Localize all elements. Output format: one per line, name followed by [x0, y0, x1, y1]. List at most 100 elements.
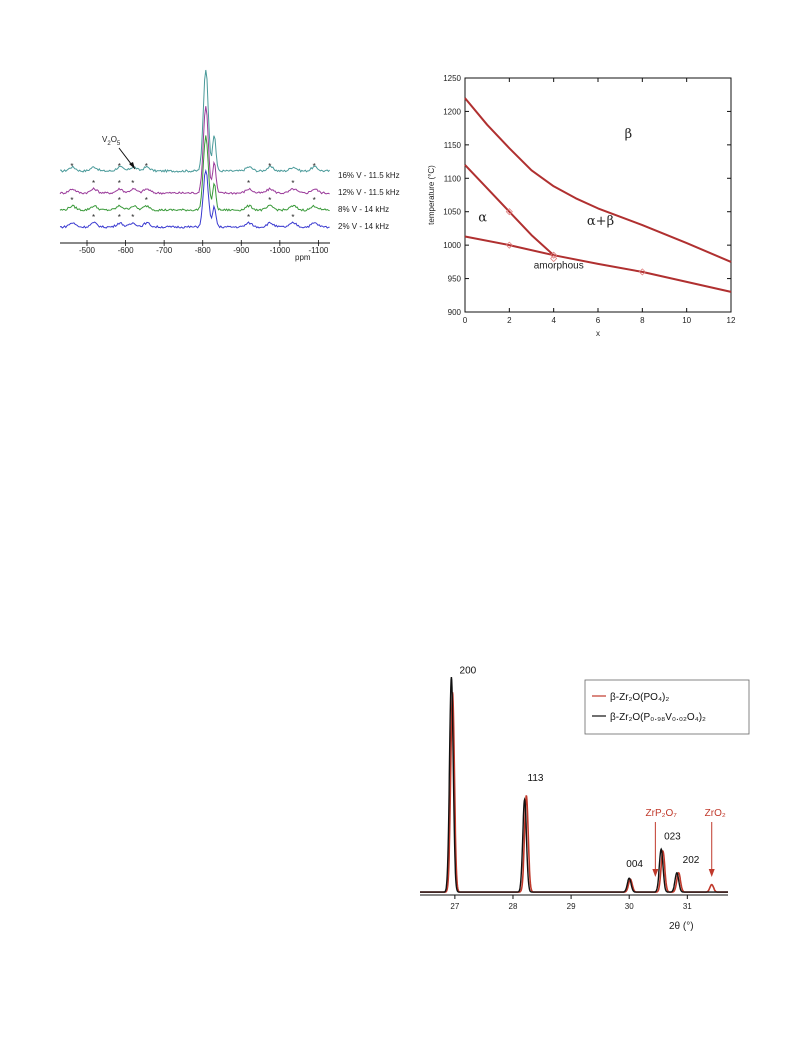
nmr-sideband-star: *	[268, 196, 271, 205]
phase-region-label: amorphous	[534, 261, 584, 272]
nmr-sideband-star: *	[131, 179, 134, 188]
xrd-peak-label: 004	[626, 859, 643, 870]
phase-data-point	[505, 241, 513, 249]
phase-diagram-chart: 0 2 4 6 8 10 12900950100010501100115012001250 …	[427, 74, 736, 338]
phase-y-tick-label: 1200	[443, 107, 461, 116]
nmr-sideband-star: *	[70, 196, 73, 205]
phase-x-tick-label: 4	[551, 316, 556, 325]
phase-x-tick-label: 12	[727, 316, 736, 325]
nmr-sideband-star: *	[118, 179, 121, 188]
phase-plot-frame	[464, 77, 732, 313]
nmr-sideband-star: *	[131, 213, 134, 222]
xrd-x-axis: 27 28 29 30 31	[420, 894, 728, 911]
nmr-series-label: 8% V - 14 kHz	[338, 205, 389, 214]
nmr-trace-2	[59, 135, 330, 212]
nmr-tick-label: -600	[118, 246, 135, 255]
phase-region-label: β	[625, 127, 633, 142]
nmr-sideband-star: *	[247, 213, 250, 222]
nmr-sideband-star: *	[145, 162, 148, 171]
nmr-spectra-chart: * * * * * * * * * * * * * * * * * * * * -500 -600 -700 -800 -90…	[59, 69, 400, 262]
phase-data-point	[550, 254, 558, 263]
phase-x-tick-label: 6	[596, 316, 601, 325]
xrd-peak-label: 113	[528, 773, 544, 784]
phase-data-points	[505, 208, 646, 276]
phase-region-label: α+β	[587, 214, 614, 229]
nmr-x-label: ppm	[295, 253, 311, 262]
xrd-x-label: 2θ (°)	[669, 921, 694, 932]
xrd-tick-label: 29	[567, 902, 576, 911]
nmr-sideband-star: *	[145, 196, 148, 205]
phase-region-labels: β α+β α amorphous	[478, 127, 632, 271]
nmr-sideband-star: *	[313, 196, 316, 205]
nmr-sideband-star: *	[92, 179, 95, 188]
nmr-tick-label: -500	[79, 246, 96, 255]
nmr-tick-label: -900	[233, 246, 250, 255]
phase-region-label: α	[478, 211, 487, 226]
xrd-impurity-label: ZrO₂	[705, 808, 726, 819]
phase-boundary-2	[464, 235, 732, 293]
xrd-trace-1	[420, 677, 728, 893]
phase-y-label: temperature (°C)	[427, 165, 436, 225]
xrd-legend-label: β-Zr₂O(PO₄)₂	[610, 692, 669, 703]
phase-boundary-0	[464, 97, 732, 263]
xrd-pattern-chart: 27 28 29 30 31 200 113 004 023 202 ZrP₂O₇ ZrO₂ β-…	[420, 666, 750, 932]
phase-x-tick-label: 10	[682, 316, 691, 325]
xrd-peak-labels: 200 113 004 023 202	[460, 666, 700, 871]
nmr-tick-label: -700	[156, 246, 173, 255]
nmr-sideband-star: *	[291, 179, 294, 188]
nmr-series-label: 12% V - 11.5 kHz	[338, 188, 400, 197]
nmr-sideband-star: *	[118, 196, 121, 205]
nmr-sideband-star: *	[92, 213, 95, 222]
xrd-impurity-label: ZrP₂O₇	[646, 808, 678, 819]
phase-boundary-1	[464, 164, 555, 256]
phase-y-tick-label: 1050	[443, 208, 461, 217]
phase-data-point	[550, 251, 558, 259]
phase-axes: 0 2 4 6 8 10 12 900 950 1000 1050 1100 1150 1200 1250	[443, 74, 736, 325]
nmr-sideband-star: *	[247, 179, 250, 188]
xrd-traces	[420, 677, 728, 893]
xrd-tick-label: 30	[625, 902, 634, 911]
nmr-sideband-star: *	[70, 162, 73, 171]
nmr-x-axis: -500 -600 -700 -800 -900 -1000 -1100	[60, 240, 330, 255]
nmr-trace-1	[59, 106, 330, 195]
nmr-series-label: 16% V - 11.5 kHz	[338, 171, 400, 180]
xrd-legend: β-Zr₂O(PO₄)₂ β-Zr₂O(P₀.₉₈V₀.₀₂O₄)₂	[584, 679, 750, 735]
phase-y-tick-label: 1100	[444, 174, 462, 183]
xrd-peak-label: 202	[683, 855, 700, 866]
xrd-peak-label: 200	[460, 666, 477, 677]
nmr-sideband-markers: * * * * * * * * * * * * * * * * * * * *	[70, 162, 315, 222]
nmr-series-label: 2% V - 14 kHz	[338, 222, 389, 231]
phase-y-tick-label: 1250	[443, 74, 461, 83]
phase-y-tick-label: 1150	[444, 141, 462, 150]
phase-y-tick-label: 900	[448, 308, 462, 317]
phase-x-tick-label: 8	[640, 316, 645, 325]
nmr-v2o5-annotation: V2O5	[102, 135, 121, 147]
nmr-traces	[59, 69, 330, 229]
nmr-trace-0	[60, 69, 330, 174]
xrd-tick-label: 27	[450, 902, 459, 911]
phase-data-point	[505, 208, 513, 216]
xrd-tick-label: 31	[683, 902, 692, 911]
nmr-tick-label: -1100	[308, 246, 328, 255]
nmr-series-labels: 16% V - 11.5 kHz 12% V - 11.5 kHz 8% V - 1…	[338, 171, 400, 231]
nmr-sideband-star: *	[118, 162, 121, 171]
xrd-tick-label: 28	[509, 902, 518, 911]
xrd-impurity-arrowhead	[652, 869, 659, 877]
xrd-peak-label: 023	[664, 831, 681, 842]
phase-data-point	[638, 268, 646, 276]
nmr-sideband-star: *	[313, 162, 316, 171]
phase-y-tick-label: 950	[448, 275, 462, 284]
nmr-v2o5-arrowhead	[129, 162, 135, 169]
phase-x-label: x	[596, 329, 600, 338]
phase-x-tick-label: 2	[507, 316, 512, 325]
xrd-legend-label: β-Zr₂O(P₀.₉₈V₀.₀₂O₄)₂	[610, 712, 706, 723]
nmr-sideband-star: *	[268, 162, 271, 171]
nmr-sideband-star: *	[118, 213, 121, 222]
nmr-tick-label: -1000	[270, 246, 291, 255]
xrd-impurity-arrowhead	[708, 869, 715, 877]
phase-x-tick-label: 0	[463, 316, 468, 325]
nmr-trace-3	[59, 168, 330, 229]
phase-y-tick-label: 1000	[443, 241, 461, 250]
nmr-sideband-star: *	[291, 213, 294, 222]
phase-boundaries	[464, 97, 732, 293]
